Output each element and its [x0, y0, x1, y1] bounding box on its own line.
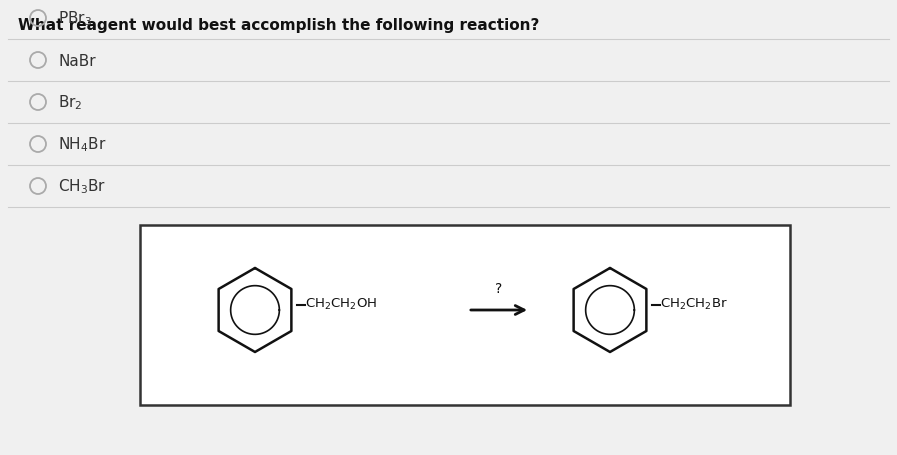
Text: ?: ? [495, 281, 502, 295]
Bar [140, 226, 790, 405]
Text: NaBr: NaBr [58, 53, 96, 68]
Text: What reagent would best accomplish the following reaction?: What reagent would best accomplish the f… [18, 18, 539, 33]
Text: CH$_2$CH$_2$Br: CH$_2$CH$_2$Br [660, 296, 727, 311]
Text: CH$_2$CH$_2$OH: CH$_2$CH$_2$OH [305, 296, 378, 311]
Text: Br$_2$: Br$_2$ [58, 93, 83, 112]
Text: CH$_3$Br: CH$_3$Br [58, 177, 107, 196]
Text: PBr$_3$: PBr$_3$ [58, 10, 92, 28]
Text: NH$_4$Br: NH$_4$Br [58, 135, 107, 154]
